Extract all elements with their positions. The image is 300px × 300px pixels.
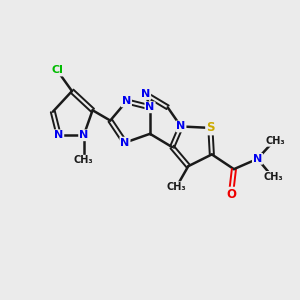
Text: S: S xyxy=(206,122,214,134)
Text: N: N xyxy=(176,122,185,131)
Text: N: N xyxy=(146,102,154,112)
Text: CH₃: CH₃ xyxy=(264,172,284,182)
Text: Cl: Cl xyxy=(51,65,63,76)
Text: CH₃: CH₃ xyxy=(74,155,94,165)
Text: CH₃: CH₃ xyxy=(265,136,285,146)
Text: O: O xyxy=(226,188,236,201)
Text: N: N xyxy=(54,130,63,140)
Text: N: N xyxy=(141,89,150,99)
Text: CH₃: CH₃ xyxy=(167,182,186,192)
Text: N: N xyxy=(253,154,262,164)
Text: N: N xyxy=(122,96,131,106)
Text: N: N xyxy=(120,138,130,148)
Text: N: N xyxy=(79,130,88,140)
